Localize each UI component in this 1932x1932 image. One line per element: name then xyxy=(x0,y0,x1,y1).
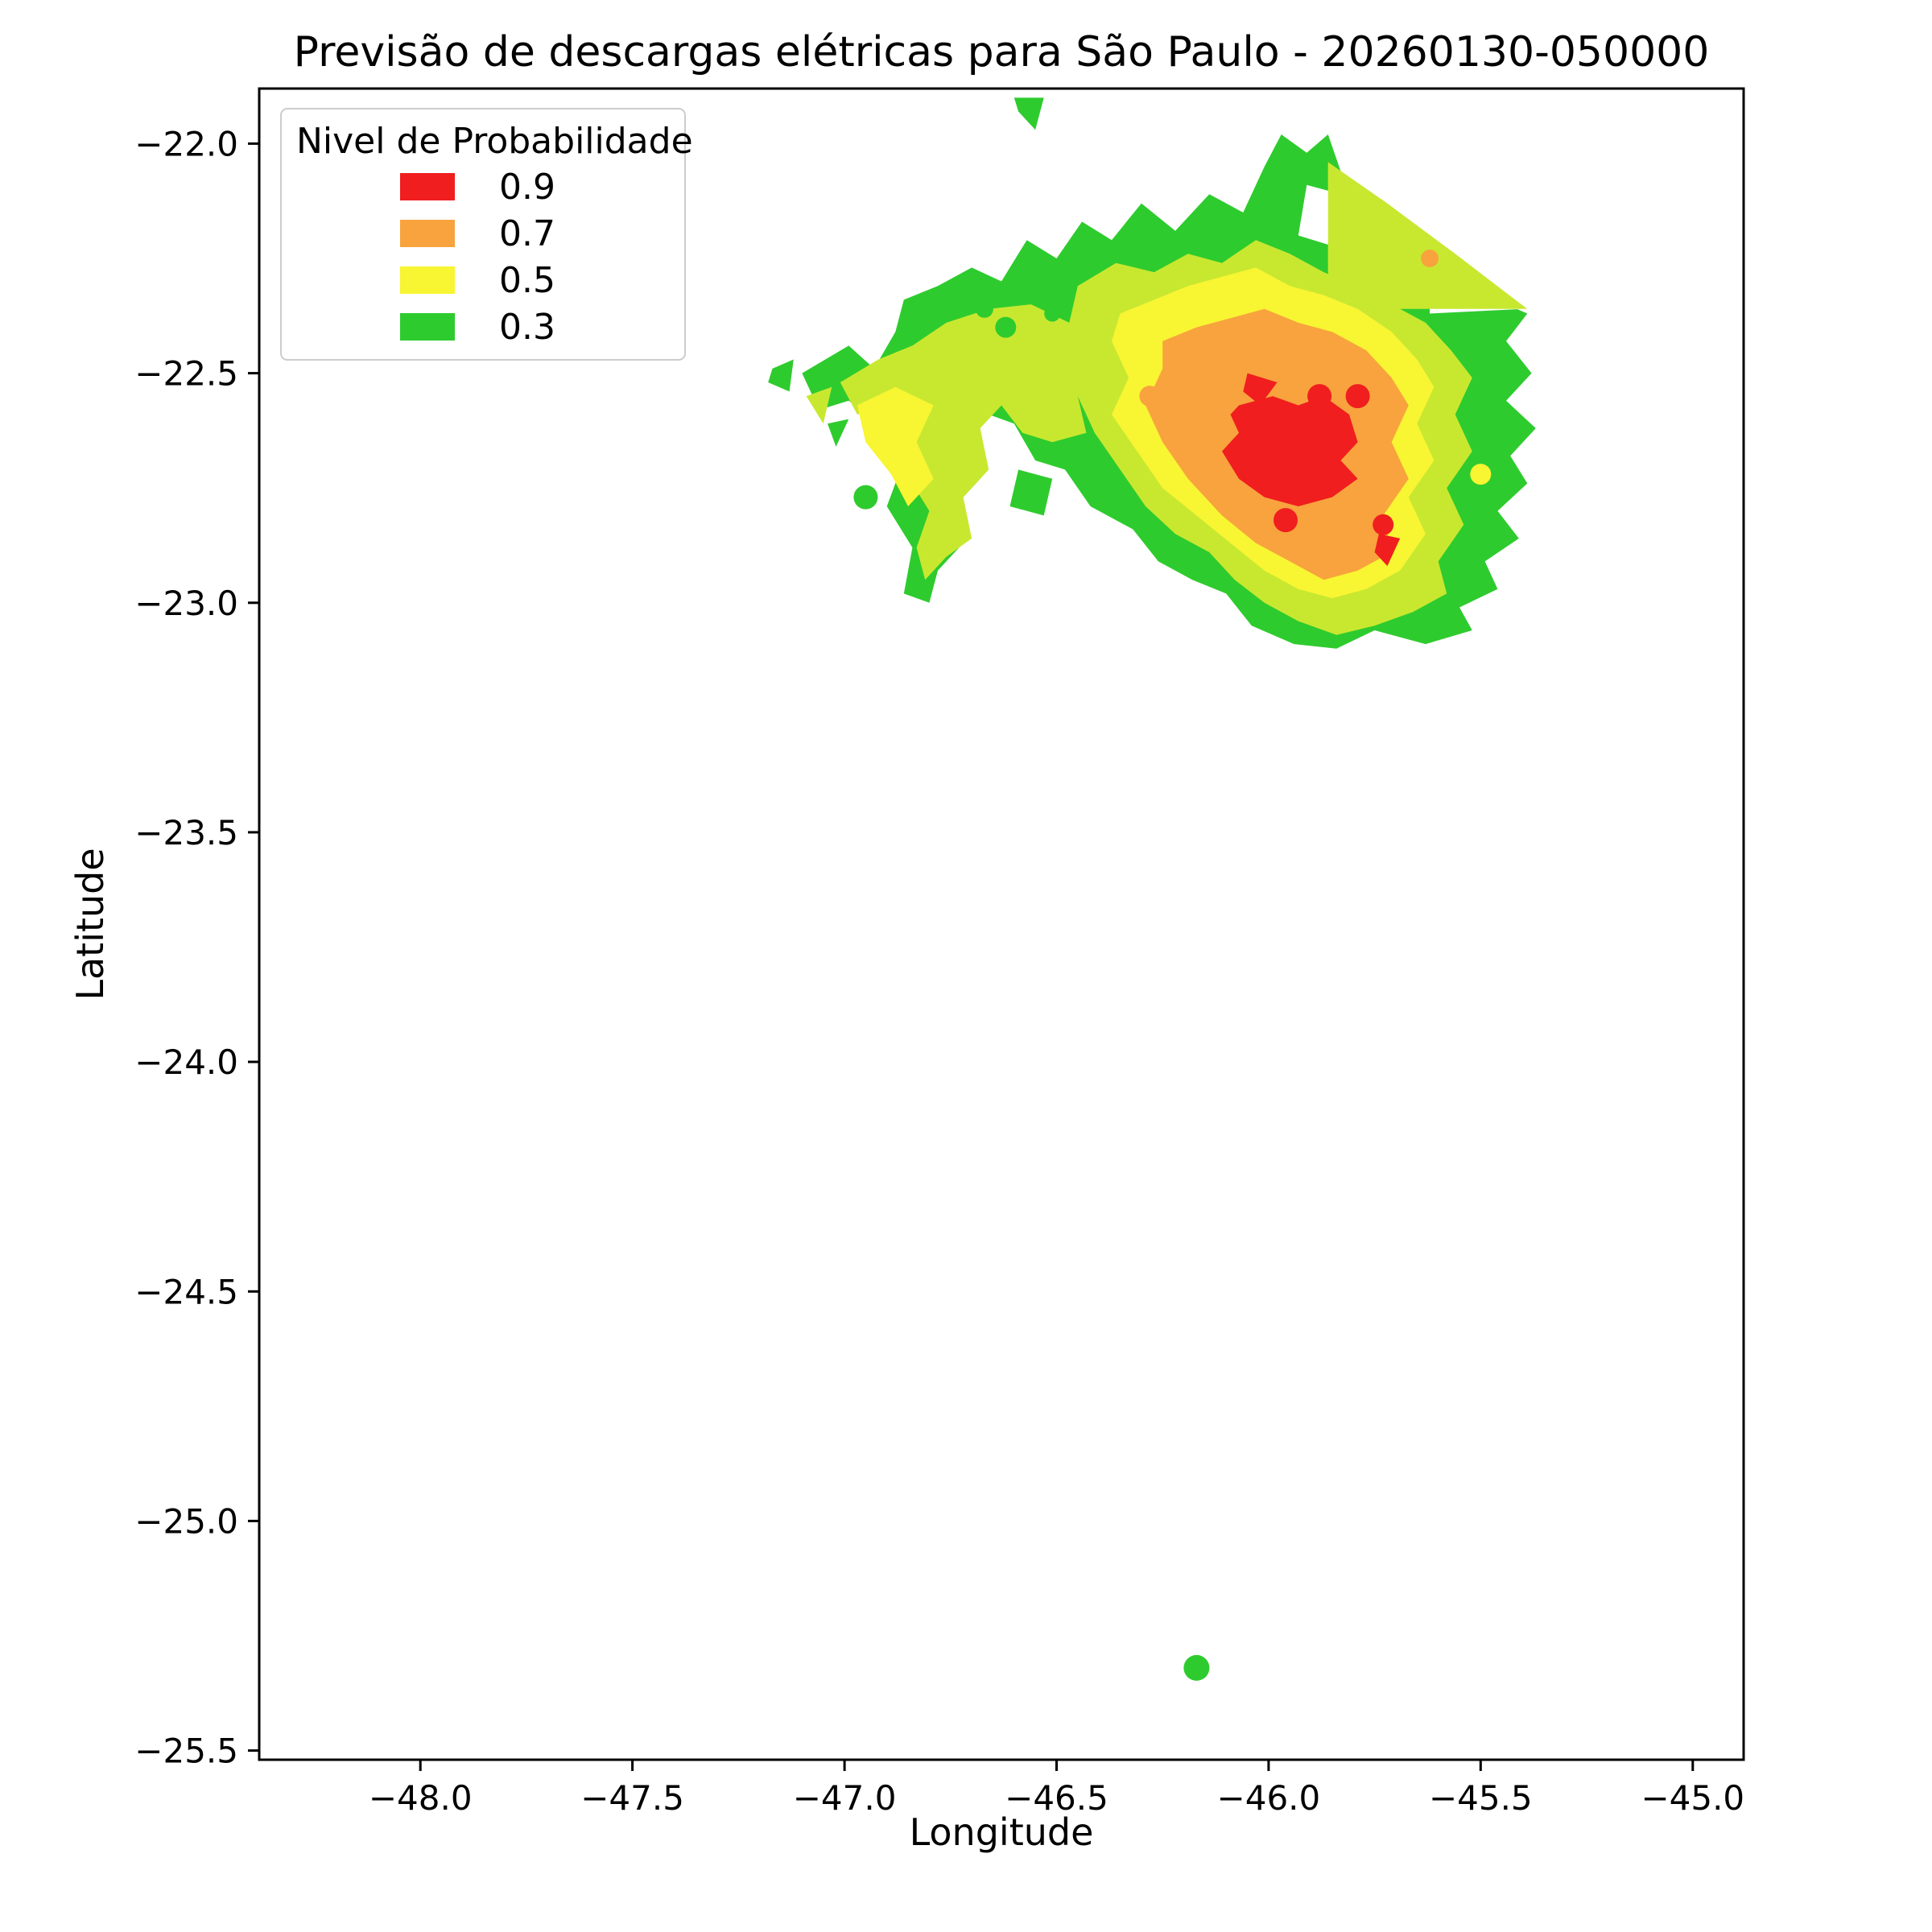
y-tick-label: −25.0 xyxy=(134,1501,238,1541)
y-tick-label: −24.0 xyxy=(134,1042,238,1082)
prob-030-green-region xyxy=(768,359,794,392)
legend-label: 0.3 xyxy=(499,307,555,348)
prob-090-red-region xyxy=(1222,396,1358,506)
x-tick-label: −45.5 xyxy=(1429,1778,1533,1818)
legend-label: 0.9 xyxy=(499,167,555,208)
x-tick-label: −46.5 xyxy=(1005,1778,1108,1818)
contour-layers xyxy=(768,97,1536,1681)
legend-label: 0.7 xyxy=(499,213,555,254)
x-tick-label: −46.0 xyxy=(1217,1778,1321,1818)
y-tick-label: −25.5 xyxy=(134,1732,238,1771)
contour-dot xyxy=(1373,514,1394,535)
legend-box xyxy=(280,108,686,361)
legend-label: 0.5 xyxy=(499,260,555,301)
prob-090-red-region xyxy=(1243,373,1278,406)
axes: −48.0 −47.5 −47.0 −46.5 −46.0 −45.5 −45.0 −22.0… xyxy=(134,124,1744,1818)
contour-dot xyxy=(1470,464,1492,485)
contour-dot xyxy=(1421,250,1439,267)
contour-dot xyxy=(1307,384,1332,409)
legend-items: 0.9 0.7 0.5 0.3 xyxy=(400,167,555,348)
legend-swatch xyxy=(400,313,455,341)
y-tick-label: −23.0 xyxy=(134,584,238,623)
plot-border xyxy=(258,87,1745,1761)
legend-title: Nivel de Probabilidade xyxy=(296,121,693,162)
contour-dot xyxy=(1044,305,1061,322)
x-tick-label: −45.0 xyxy=(1641,1778,1744,1818)
contour-dot xyxy=(975,299,993,318)
prob-050-yellow-region xyxy=(857,386,934,506)
legend: Nivel de Probabilidade 0.9 0.7 0.5 0.3 xyxy=(280,108,693,361)
contour-dot xyxy=(853,485,878,510)
contour-dot xyxy=(1183,1654,1210,1681)
prob-030-green-region xyxy=(1009,469,1053,516)
y-tick-label: −24.5 xyxy=(134,1272,238,1311)
chart-title: Previsão de descargas elétricas para São… xyxy=(294,28,1710,76)
prob-090-red-region xyxy=(1374,534,1401,567)
prob-040-lime-region xyxy=(806,386,832,424)
contour-dot xyxy=(995,316,1017,338)
prob-030-green-region xyxy=(1013,97,1044,130)
y-axis-label: Latitude xyxy=(68,848,112,1000)
x-tick-label: −47.0 xyxy=(793,1778,897,1818)
y-tick-label: −22.5 xyxy=(134,354,238,394)
y-tick-label: −23.5 xyxy=(134,813,238,852)
contour-dot xyxy=(1274,508,1298,533)
contour-dot xyxy=(1345,384,1370,409)
prob-040-lime-region xyxy=(1327,162,1528,309)
y-tick-label: −22.0 xyxy=(134,124,238,163)
x-tick-label: −48.0 xyxy=(369,1778,473,1818)
x-axis-label: Longitude xyxy=(910,1810,1094,1854)
legend-swatch xyxy=(400,173,455,200)
prob-030-green-region xyxy=(828,419,849,447)
x-tick-label: −47.5 xyxy=(580,1778,684,1818)
legend-swatch xyxy=(400,266,455,294)
contour-dot xyxy=(1139,386,1161,407)
prob-040-lime-region xyxy=(840,304,1129,580)
legend-swatch xyxy=(400,220,455,247)
